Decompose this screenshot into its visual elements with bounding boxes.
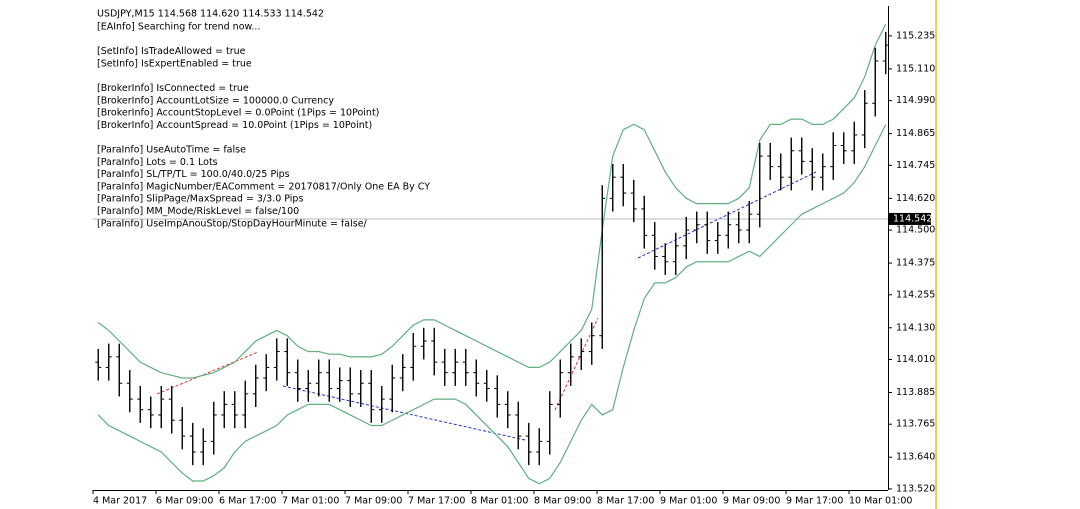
- info-line: [SetInfo] IsExpertEnabled = true: [97, 58, 252, 69]
- y-tick-label: 114.745: [896, 160, 935, 171]
- trade-line: [282, 385, 526, 441]
- x-tick-label: 6 Mar 09:00: [156, 496, 213, 507]
- y-tick-label: 114.130: [896, 322, 935, 333]
- info-line: [ParaInfo] UseAutoTime = false: [97, 145, 246, 156]
- y-tick-label: 113.765: [896, 419, 935, 430]
- trade-line: [554, 317, 599, 411]
- x-tick-label: 8 Mar 17:00: [597, 496, 654, 507]
- price-tag: [889, 212, 931, 225]
- info-line: [BrokerInfo] IsConnected = true: [97, 83, 249, 94]
- info-line: [ParaInfo] SlipPage/MaxSpread = 3/3.0 Pi…: [97, 194, 303, 205]
- info-line: [ParaInfo] UseImpAnouStop/StopDayHourMin…: [97, 218, 368, 229]
- x-tick-label: 7 Mar 17:00: [408, 496, 465, 507]
- y-tick-label: 114.010: [896, 354, 935, 365]
- y-tick-label: 115.110: [896, 63, 935, 74]
- current-price-label: 114.542: [893, 213, 932, 224]
- info-line: [BrokerInfo] AccountSpread = 10.0Point (…: [97, 120, 372, 131]
- y-tick-label: 114.255: [896, 289, 935, 300]
- y-tick-label: 113.885: [896, 387, 935, 398]
- info-line: [BrokerInfo] AccountStopLevel = 0.0Point…: [97, 108, 379, 119]
- info-line: [BrokerInfo] AccountLotSize = 100000.0 C…: [97, 95, 334, 106]
- info-line: [ParaInfo] MagicNumber/EAComment = 20170…: [97, 181, 430, 192]
- y-tick-label: 114.865: [896, 128, 935, 139]
- trade-lines: [156, 171, 817, 441]
- trade-line: [637, 171, 817, 259]
- x-tick-label: 6 Mar 17:00: [219, 496, 276, 507]
- info-line: [ParaInfo] Lots = 0.1 Lots: [97, 157, 218, 168]
- x-tick-label: 9 Mar 17:00: [786, 496, 843, 507]
- y-tick-label: 114.375: [896, 258, 935, 269]
- x-tick-label: 7 Mar 09:00: [345, 496, 402, 507]
- chart-title: USDJPY,M15 114.568 114.620 114.533 114.5…: [97, 9, 324, 20]
- x-tick-label: 9 Mar 01:00: [660, 496, 717, 507]
- info-line: [SetInfo] IsTradeAllowed = true: [97, 46, 246, 57]
- y-tick-label: 115.235: [896, 30, 935, 41]
- info-line: [ParaInfo] MM_Mode/RiskLevel = false/100: [97, 206, 299, 217]
- bollinger-band: [97, 23, 887, 379]
- x-tick-label: 7 Mar 01:00: [282, 496, 339, 507]
- y-tick-label: 113.640: [896, 452, 935, 463]
- y-tick-label: 114.990: [896, 95, 935, 106]
- info-line: [EAInfo] Searching for trend now...: [97, 22, 260, 33]
- y-tick-label: 114.620: [896, 193, 935, 204]
- info-line: [ParaInfo] SL/TP/TL = 100.0/40.0/25 Pips: [97, 169, 290, 180]
- x-tick-label: 8 Mar 09:00: [534, 496, 591, 507]
- y-tick-label: 114.500: [896, 225, 935, 236]
- x-tick-label: 10 Mar 01:00: [849, 496, 912, 507]
- trade-line: [156, 351, 259, 395]
- x-tick-label: 4 Mar 2017: [93, 496, 147, 507]
- x-tick-label: 9 Mar 09:00: [723, 496, 780, 507]
- bollinger-band: [97, 124, 887, 485]
- y-tick-label: 113.520: [896, 483, 935, 494]
- x-tick-label: 8 Mar 01:00: [471, 496, 528, 507]
